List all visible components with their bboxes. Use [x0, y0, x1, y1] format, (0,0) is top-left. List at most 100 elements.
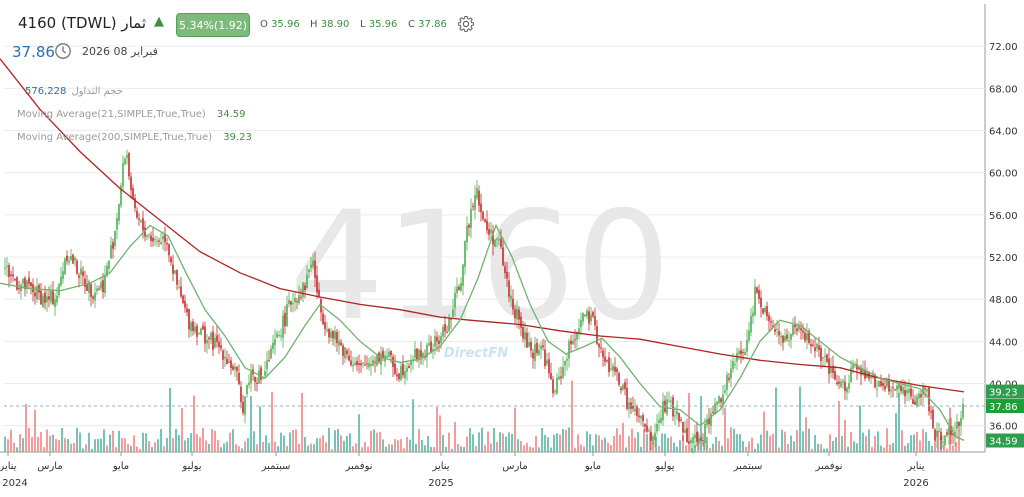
- candle-body: [308, 269, 310, 272]
- volume-bar: [496, 442, 498, 452]
- volume-bar: [460, 446, 462, 452]
- candlestick: [372, 355, 374, 367]
- candle-body: [360, 363, 362, 366]
- candle-body: [808, 331, 810, 344]
- candle-body: [494, 239, 496, 247]
- up-arrow-icon: ▲: [154, 14, 164, 29]
- candlestick: [108, 260, 110, 274]
- candlestick: [282, 309, 284, 348]
- candle-body: [642, 415, 644, 422]
- candle-body: [788, 340, 790, 342]
- candlestick: [190, 320, 192, 337]
- candlestick: [558, 367, 560, 381]
- candle-body: [170, 257, 172, 263]
- candle-body: [242, 401, 244, 413]
- volume-bar: [244, 441, 246, 452]
- candlestick: [768, 312, 770, 332]
- candle-body: [780, 335, 782, 338]
- candle-body: [604, 356, 606, 362]
- candle-body: [110, 245, 112, 259]
- candlestick: [60, 267, 62, 288]
- candle-body: [846, 387, 848, 393]
- candlestick: [66, 250, 68, 265]
- volume-bar: [718, 440, 720, 452]
- candle-body: [862, 368, 864, 375]
- candle-body: [704, 423, 706, 443]
- candle-body: [716, 401, 718, 405]
- candlestick: [218, 333, 220, 354]
- gear-icon[interactable]: [457, 15, 475, 33]
- candlestick: [214, 333, 216, 349]
- volume-bar: [802, 431, 804, 452]
- candlestick: [298, 285, 300, 306]
- volume-bar: [919, 440, 921, 452]
- candle-body: [462, 264, 464, 286]
- watermark-symbol: 4160: [289, 180, 671, 354]
- volume-bar: [436, 407, 438, 452]
- candlestick: [168, 243, 170, 263]
- volume-bar: [646, 434, 648, 452]
- volume-bar: [400, 439, 402, 452]
- candle-body: [248, 382, 250, 385]
- candle-body: [618, 372, 620, 385]
- volume-bar: [226, 441, 228, 452]
- candle-body: [450, 318, 452, 320]
- candlestick: [748, 322, 750, 344]
- session-date: فبراير 08 2026: [82, 45, 158, 58]
- candlestick: [460, 277, 462, 293]
- candlestick: [148, 233, 150, 239]
- last-price: 37.86: [12, 43, 55, 61]
- candle-body: [772, 325, 774, 327]
- candle-body: [598, 343, 600, 348]
- candle-body: [840, 381, 842, 387]
- candlestick: [276, 330, 278, 339]
- candle-body: [26, 280, 28, 290]
- candle-body: [14, 279, 16, 281]
- volume-bar: [775, 387, 777, 452]
- volume-bar: [874, 436, 876, 452]
- candle-body: [316, 275, 318, 293]
- candle-body: [686, 427, 688, 443]
- candle-body: [856, 364, 858, 370]
- volume-bar: [805, 417, 807, 452]
- candlestick: [112, 238, 114, 259]
- candlestick: [254, 376, 256, 391]
- candlestick: [662, 392, 664, 427]
- candle-body: [158, 240, 160, 242]
- candle-body: [530, 342, 532, 351]
- candlestick: [532, 348, 534, 369]
- candle-body: [850, 367, 852, 383]
- x-tick-label: سبتمبر: [733, 461, 763, 472]
- candlestick: [606, 359, 608, 364]
- candlestick: [640, 415, 642, 426]
- candle-body: [556, 377, 558, 394]
- candle-body: [374, 361, 376, 363]
- candle-body: [654, 432, 656, 441]
- candlestick: [952, 426, 954, 444]
- candle-body: [826, 354, 828, 362]
- candlestick: [234, 363, 236, 378]
- volume-bar: [232, 429, 234, 452]
- candle-body: [562, 366, 564, 378]
- candlestick: [350, 350, 352, 367]
- volume-bar: [616, 428, 618, 452]
- volume-bar: [223, 443, 225, 452]
- candle-body: [762, 308, 764, 314]
- candle-body: [420, 350, 422, 358]
- candlestick: [942, 435, 944, 449]
- candlestick: [792, 317, 794, 337]
- candle-body: [366, 363, 368, 365]
- candle-body: [626, 388, 628, 409]
- candlestick: [490, 222, 492, 240]
- volume-bar: [355, 443, 357, 452]
- candle-body: [694, 434, 696, 438]
- candlestick: [220, 337, 222, 352]
- candle-body: [870, 376, 872, 379]
- candlestick: [890, 385, 892, 398]
- candle-body: [138, 218, 140, 220]
- candle-body: [956, 421, 958, 429]
- candlestick: [202, 322, 204, 331]
- candle-body: [152, 237, 154, 242]
